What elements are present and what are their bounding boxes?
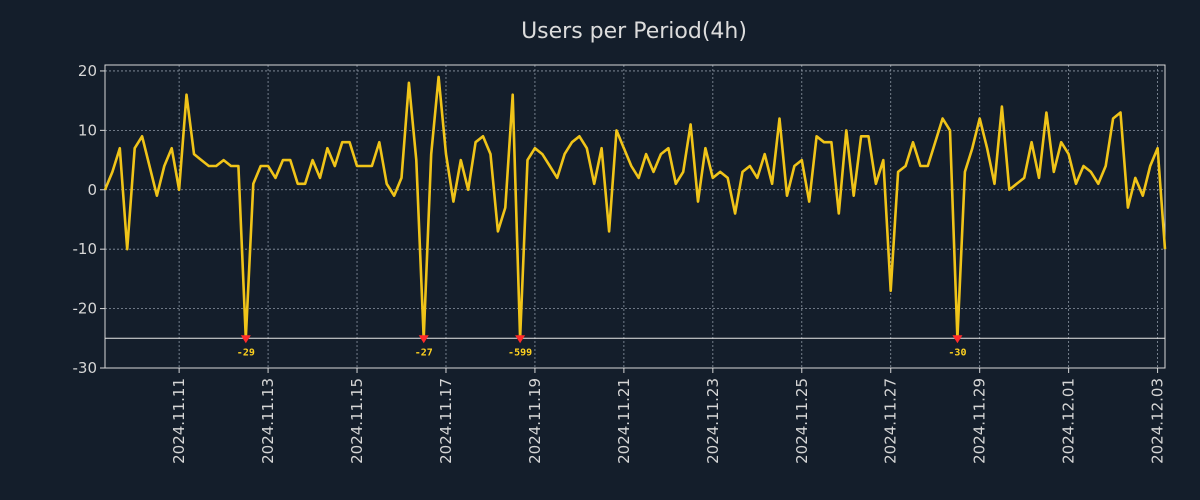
outlier-label: -30	[948, 347, 966, 358]
outlier-label: -29	[237, 347, 255, 358]
plot-frame	[104, 64, 1166, 369]
outlier-label: -599	[508, 347, 532, 358]
x-tick-label: 2024.11.17	[437, 378, 455, 464]
outlier-marker	[952, 335, 963, 344]
x-tick-label: 2024.11.23	[704, 378, 722, 464]
y-tick-label: -10	[73, 240, 98, 258]
x-tick-label: 2024.11.27	[882, 378, 900, 464]
y-tick-label: -30	[73, 359, 98, 377]
x-tick-label: 2024.11.29	[971, 378, 989, 464]
annotation-layer: -29 -27 -599 -30	[237, 335, 966, 358]
outlier-marker	[515, 335, 526, 344]
y-tick-label: 0	[87, 181, 97, 199]
x-tick-label: 2024.11.21	[615, 378, 633, 464]
x-tick-label: 2024.11.13	[259, 378, 277, 464]
y-axis: 20 10 0 -10 -20 -30	[73, 62, 105, 377]
x-tick-label: 2024.11.11	[170, 378, 188, 464]
outlier-marker	[240, 335, 251, 344]
chart-title: Users per Period(4h)	[521, 19, 747, 44]
series-layer	[103, 75, 1167, 340]
x-tick-label: 2024.12.01	[1060, 378, 1078, 464]
series-line-users	[103, 75, 1167, 340]
y-tick-label: 10	[78, 121, 97, 139]
x-tick-label: 2024.11.15	[348, 378, 366, 464]
x-tick-label: 2024.11.19	[526, 378, 544, 464]
y-tick-label: 20	[78, 62, 97, 80]
grid-layer	[105, 65, 1165, 369]
x-tick-label: 2024.11.25	[793, 378, 811, 464]
outlier-marker	[418, 335, 429, 344]
x-axis: 2024.11.11 2024.11.13 2024.11.15 2024.11.17…	[170, 368, 1167, 464]
y-tick-label: -20	[73, 300, 98, 318]
x-tick-label: 2024.12.03	[1149, 378, 1167, 464]
outlier-label: -27	[415, 347, 433, 358]
